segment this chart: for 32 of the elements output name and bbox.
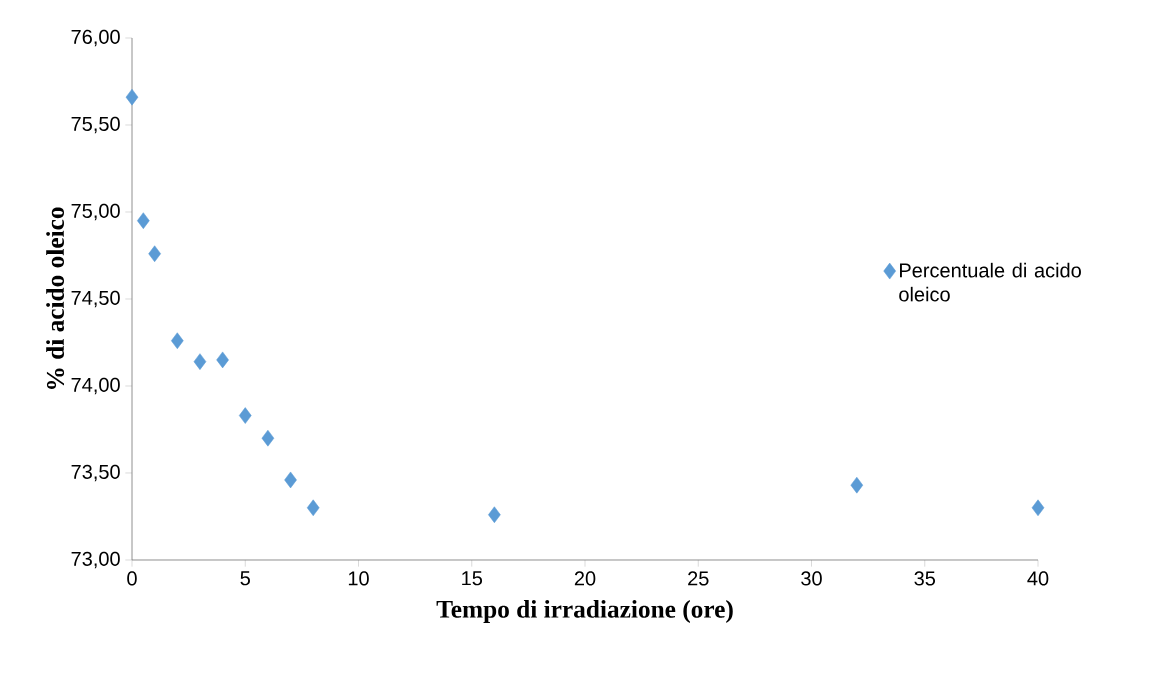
point xyxy=(193,353,207,370)
x-tick-label: 40 xyxy=(1027,571,1049,586)
x-tick-label: 35 xyxy=(914,571,936,586)
point xyxy=(238,407,252,424)
y-tick-label: 76,00 xyxy=(71,29,120,47)
point xyxy=(125,88,139,106)
x-tick-label: 15 xyxy=(462,571,483,586)
point xyxy=(1031,499,1045,517)
x-tick-label: 10 xyxy=(348,571,369,586)
x-axis-title: Tempo di irradiazione (ore) xyxy=(436,600,733,623)
x-tick-label: 5 xyxy=(240,571,250,586)
y-tick-label: 74,00 xyxy=(71,377,120,395)
x-tick-label: 25 xyxy=(688,571,709,586)
y-tick-label: 75,50 xyxy=(71,116,120,134)
point xyxy=(137,212,150,229)
x-tick-label: 20 xyxy=(574,571,596,586)
x-tick-label: 0 xyxy=(127,571,137,586)
y-axis-title: % di acido oleico xyxy=(46,207,65,389)
point xyxy=(216,351,229,369)
point xyxy=(261,429,275,447)
point xyxy=(850,476,864,494)
point xyxy=(306,499,320,517)
point xyxy=(148,245,161,263)
legend-label: Percentuale di acido oleico xyxy=(899,262,1081,302)
y-tick-label: 73,50 xyxy=(71,464,120,482)
y-tick-label: 75,00 xyxy=(71,203,120,221)
y-tick-label: 73,00 xyxy=(71,551,120,569)
x-tick-label: 30 xyxy=(801,571,822,586)
point xyxy=(488,506,501,524)
point xyxy=(171,332,184,350)
point xyxy=(284,471,297,489)
y-tick-label: 74,50 xyxy=(71,290,120,308)
